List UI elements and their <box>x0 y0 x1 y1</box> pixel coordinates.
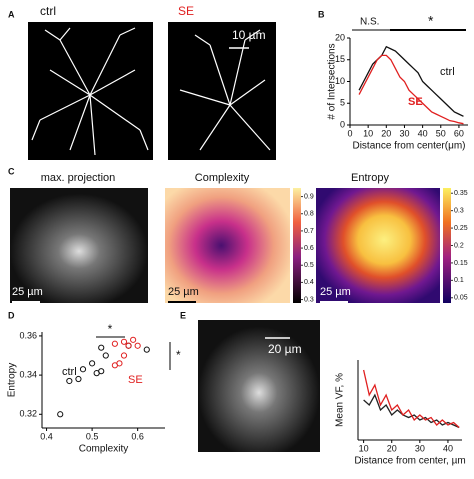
y-tick-label: 20 <box>335 32 345 42</box>
x-tick-label: 10 <box>359 443 369 453</box>
data-point <box>89 360 96 367</box>
x-tick-label: 10 <box>363 128 373 138</box>
data-point <box>130 336 137 343</box>
scale-label: 25 µm <box>168 286 199 298</box>
x-tick-label: 20 <box>387 443 397 453</box>
colorbar-tick-label: 0.35 <box>454 190 468 197</box>
data-point <box>98 368 105 375</box>
data-point <box>120 352 128 359</box>
x-tick-label: 40 <box>418 128 428 138</box>
colorbar <box>443 188 451 303</box>
neuron-drawing <box>31 27 149 156</box>
panel-label: D <box>8 310 15 320</box>
y-axis-label: # of Intersections <box>327 43 338 119</box>
y-tick-label: 10 <box>335 76 345 86</box>
x-axis-label: Distance from center, µm <box>354 456 465 467</box>
panel-label: B <box>318 9 325 19</box>
series-label: ctrl <box>440 66 455 78</box>
annotation: N.S. <box>360 17 379 28</box>
data-point <box>102 352 109 359</box>
scale-label: 20 µm <box>268 342 302 356</box>
y-tick-label: 0.34 <box>19 369 37 379</box>
scale-label: 25 µm <box>12 286 43 298</box>
y-tick-label: 0.36 <box>19 330 37 340</box>
series-label: ctrl <box>62 366 77 378</box>
data-line <box>362 369 460 428</box>
cell-image <box>198 320 320 452</box>
y-axis-label: Entropy <box>7 363 18 397</box>
colorbar-tick-label: 0.6 <box>304 245 314 252</box>
x-tick-label: 30 <box>415 443 425 453</box>
x-tick-label: 20 <box>381 128 391 138</box>
image-title: max. projection <box>41 172 116 184</box>
data-point <box>79 366 87 373</box>
x-tick-label: 0 <box>347 128 352 138</box>
data-point <box>66 377 73 385</box>
x-tick-label: 0.5 <box>86 431 99 441</box>
x-tick-label: 0.4 <box>40 431 53 441</box>
group-label: ctrl <box>40 4 56 18</box>
projection-image <box>10 188 148 303</box>
colorbar-tick-label: 0.3 <box>454 207 464 214</box>
x-axis-label: Distance from center(μm) <box>352 141 465 152</box>
data-point <box>125 342 132 349</box>
annotation: * <box>108 322 113 336</box>
panel-label: E <box>180 310 186 320</box>
y-tick-label: 0.32 <box>19 409 37 419</box>
neuron-drawing <box>179 29 271 151</box>
y-tick-label: 0 <box>340 119 345 129</box>
data-point <box>143 346 150 353</box>
x-tick-label: 40 <box>443 443 453 453</box>
annotation: * <box>428 13 434 29</box>
x-tick-label: 60 <box>454 128 464 138</box>
y-axis-label: Mean VF, % <box>335 373 346 427</box>
colorbar-tick-label: 0.8 <box>304 211 314 218</box>
colorbar-tick-label: 0.9 <box>304 193 314 200</box>
data-point <box>57 411 64 418</box>
complexity-map <box>165 188 290 303</box>
data-point <box>111 340 118 347</box>
colorbar-tick-label: 0.3 <box>304 296 314 303</box>
colorbar-tick-label: 0.4 <box>304 279 314 286</box>
colorbar-tick-label: 0.05 <box>454 295 468 302</box>
series-label: SE <box>408 96 423 108</box>
colorbar-tick-label: 0.2 <box>454 242 464 249</box>
group-label: SE <box>178 4 194 18</box>
y-tick-label: 5 <box>340 98 345 108</box>
data-point <box>116 360 123 367</box>
data-point <box>98 344 105 351</box>
annotation: * <box>176 348 181 362</box>
data-point <box>120 338 128 345</box>
neuron-image <box>28 22 153 160</box>
colorbar-tick-label: 0.15 <box>454 260 468 267</box>
x-tick-label: 0.6 <box>131 431 144 441</box>
image-title: Entropy <box>351 172 389 184</box>
entropy-map <box>316 188 440 303</box>
y-tick-label: 15 <box>335 54 345 64</box>
data-point <box>134 342 141 349</box>
data-line <box>358 54 464 125</box>
colorbar-tick-label: 0.5 <box>304 262 314 269</box>
x-axis-label: Complexity <box>79 444 128 455</box>
colorbar <box>293 188 301 303</box>
data-point <box>75 375 82 383</box>
x-tick-label: 30 <box>399 128 409 138</box>
scale-label: 25 µm <box>320 286 351 298</box>
x-tick-label: 50 <box>436 128 446 138</box>
scale-label: 10 µm <box>232 28 266 42</box>
panel-label: C <box>8 166 15 176</box>
colorbar-tick-label: 0.1 <box>454 277 464 284</box>
series-label: SE <box>128 374 143 386</box>
image-title: Complexity <box>195 172 250 184</box>
colorbar-tick-label: 0.25 <box>454 225 468 232</box>
colorbar-tick-label: 0.7 <box>304 228 314 235</box>
panel-label: A <box>8 9 15 19</box>
